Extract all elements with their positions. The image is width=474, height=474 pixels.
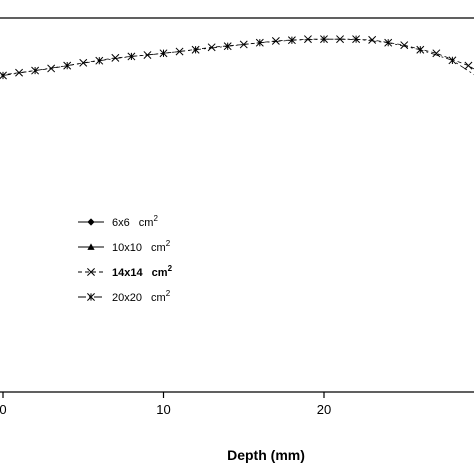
data-point-20x20-12 xyxy=(352,35,361,44)
legend-item-20x20: 20x20 cm2 xyxy=(78,289,171,304)
legend-label-10x10: 10x10 cm2 xyxy=(112,239,171,254)
data-point-14x14-14 xyxy=(432,49,441,58)
data-point-14x14-7 xyxy=(207,43,216,52)
series-layer xyxy=(0,35,474,80)
x-tick-label-10: 10 xyxy=(156,402,170,417)
legend-marker-20x20 xyxy=(87,293,95,301)
data-point-20x20-1 xyxy=(0,71,7,80)
data-point-20x20-14 xyxy=(416,45,425,54)
data-point-20x20-10 xyxy=(287,36,296,45)
series-20x20 xyxy=(0,35,474,80)
legend-item-14x14: 14x14 cm2 xyxy=(78,264,173,279)
data-point-20x20-8 xyxy=(223,42,232,51)
x-axis-ticks: 01020304050 xyxy=(0,392,331,417)
data-point-20x20-9 xyxy=(255,38,264,47)
legend-item-6x6: 6x6 cm2 xyxy=(78,214,158,229)
data-point-14x14-12 xyxy=(368,35,377,44)
data-point-14x14-4 xyxy=(111,53,120,62)
series-14x14 xyxy=(0,35,474,77)
legend-label-20x20: 20x20 cm2 xyxy=(112,289,171,304)
legend-marker-14x14 xyxy=(87,268,95,276)
data-point-20x20-13 xyxy=(384,38,393,47)
data-point-14x14-13 xyxy=(400,41,409,50)
legend-item-10x10: 10x10 cm2 xyxy=(78,239,171,254)
series-line-20x20 xyxy=(0,38,474,77)
legend-label-14x14: 14x14 cm2 xyxy=(112,264,173,279)
data-point-20x20-3 xyxy=(63,61,72,70)
data-point-20x20-6 xyxy=(159,49,168,58)
legend-label-6x6: 6x6 cm2 xyxy=(112,214,158,229)
data-point-20x20-11 xyxy=(320,35,328,44)
data-point-14x14-9 xyxy=(271,36,280,45)
data-point-20x20-4 xyxy=(95,56,104,65)
legend-marker-10x10 xyxy=(87,243,95,250)
legend: 6x6 cm2 10x10 cm2 14x14 cm2 20x20 cm2 xyxy=(78,214,173,304)
data-point-20x20-2 xyxy=(31,66,40,75)
data-point-20x20-5 xyxy=(127,52,136,61)
data-point-20x20-15 xyxy=(448,56,457,65)
data-point-20x20-7 xyxy=(191,45,200,54)
x-tick-label-20: 20 xyxy=(317,402,331,417)
x-tick-label-0: 0 xyxy=(0,402,7,417)
data-point-14x14-10 xyxy=(303,35,312,44)
x-axis-label: Depth (mm) xyxy=(227,447,305,463)
legend-marker-6x6 xyxy=(87,218,95,226)
data-point-14x14-15 xyxy=(464,61,473,70)
plot-frame xyxy=(0,17,474,393)
series-line-14x14 xyxy=(0,38,474,76)
